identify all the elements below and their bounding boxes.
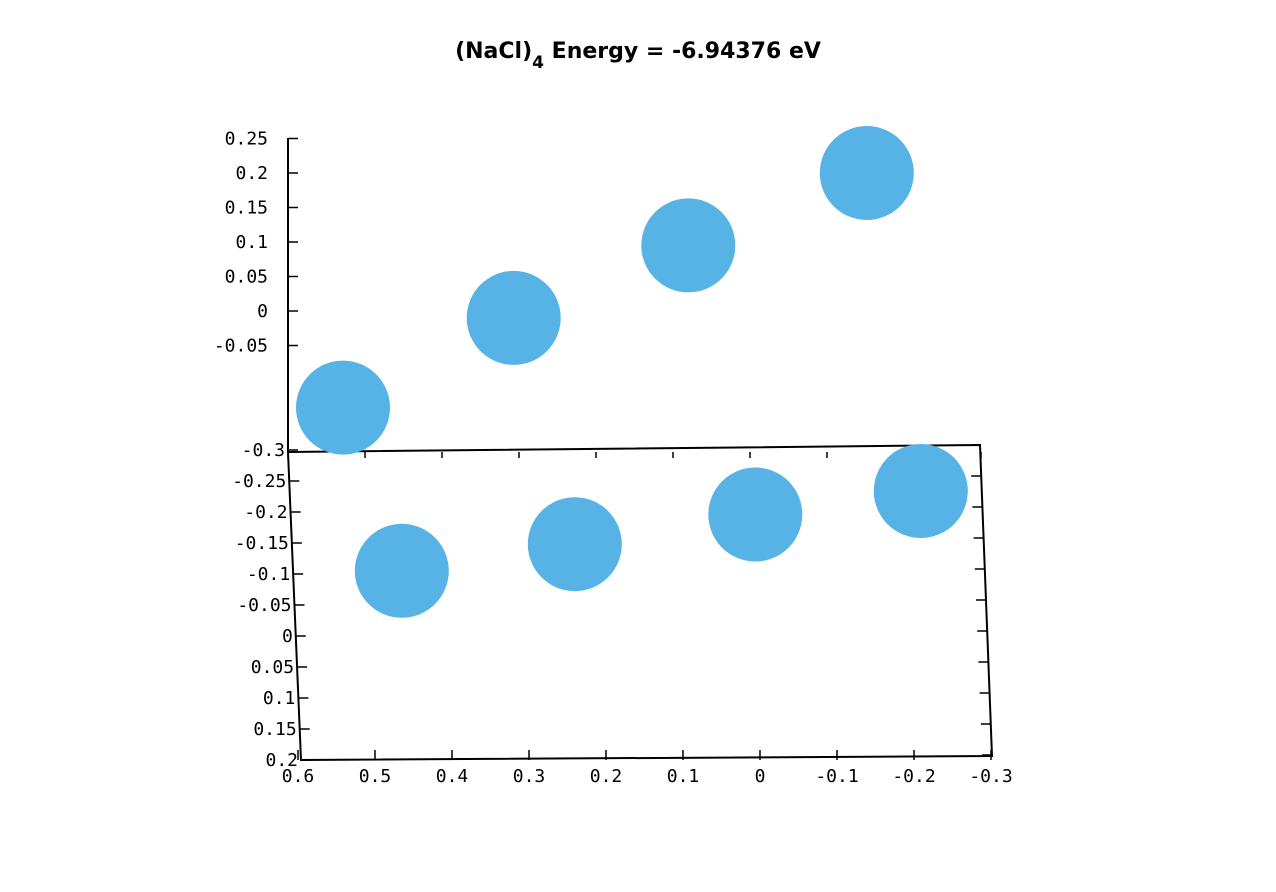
y-tick-label: 0.05 (251, 657, 294, 678)
x-tick-label: 0.2 (590, 766, 623, 787)
atom-marker (641, 198, 736, 293)
atom-marker (354, 523, 449, 618)
y-tick-label: -0.05 (237, 595, 291, 616)
chart-title-suffix: Energy = -6.94376 eV (544, 39, 821, 64)
axes (286, 137, 994, 762)
chart-title: (NaCl)4 Energy = -6.94376 eV (455, 39, 821, 73)
z-tick-label: 0 (257, 301, 268, 322)
floor-outline (286, 443, 994, 762)
atom-marker (708, 467, 803, 562)
y-tick-label: -0.3 (242, 440, 285, 461)
x-tick-label: 0.3 (513, 766, 546, 787)
z-tick-label: 0.15 (225, 198, 268, 219)
y-tick-label: -0.25 (232, 471, 286, 492)
y-tick-label: 0 (282, 626, 293, 647)
y-tick-label: -0.2 (244, 502, 287, 523)
x-tick-label: -0.3 (969, 766, 1012, 787)
y-tick-label: -0.1 (247, 564, 290, 585)
x-tick-label: 0.6 (282, 766, 315, 787)
y-tick-label: -0.15 (235, 533, 289, 554)
atom-marker (527, 497, 622, 592)
y-tick-label: 0.1 (263, 688, 296, 709)
x-tick-label: 0.4 (436, 766, 469, 787)
z-tick-label: 0.2 (235, 163, 268, 184)
atom-marker (819, 126, 914, 220)
x-tick-label: 0.5 (359, 766, 392, 787)
x-tick-label: -0.1 (815, 766, 858, 787)
tick-labels: 0.25 0.2 0.15 0.1 0.05 0 -0.05 -0.3 -0.25 -0.2 -0.… (214, 129, 1013, 788)
z-tick-label: 0.25 (225, 129, 268, 150)
y-tick-label: 0.2 (265, 750, 298, 771)
y-tick-label: 0.15 (253, 719, 296, 740)
atom-marker (466, 270, 561, 365)
atom-marker (873, 444, 968, 538)
x-tick-label: -0.2 (892, 766, 935, 787)
z-tick-label: 0.1 (235, 232, 268, 253)
atom-markers (296, 126, 968, 618)
chart-title-prefix: (NaCl) (455, 39, 532, 64)
x-tick-label: 0 (755, 766, 766, 787)
atom-marker (296, 360, 390, 455)
z-tick-label: 0.05 (225, 267, 268, 288)
z-tick-label: -0.05 (214, 336, 268, 357)
x-tick-label: 0.1 (667, 766, 700, 787)
chart-title-subscript: 4 (532, 53, 544, 73)
